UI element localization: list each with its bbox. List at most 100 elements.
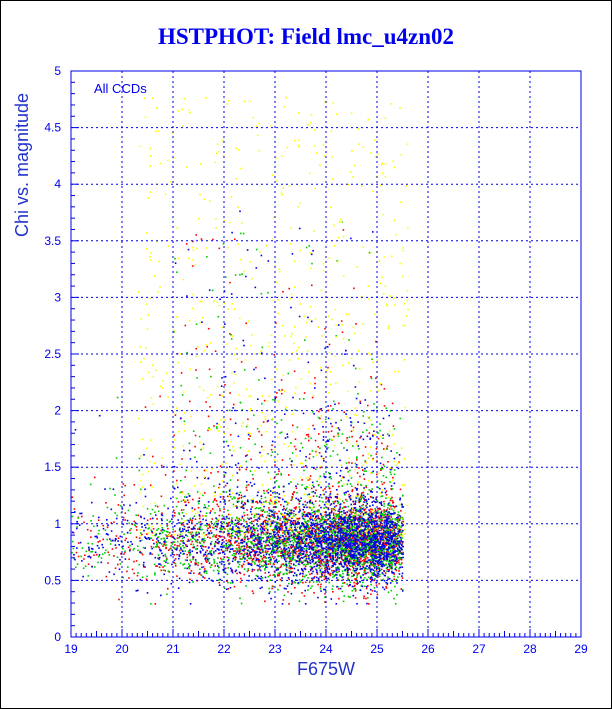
data-point: [239, 546, 241, 548]
data-point: [364, 541, 367, 543]
data-point: [378, 538, 380, 540]
data-point: [217, 552, 220, 555]
data-point: [393, 469, 396, 471]
data-point: [265, 519, 267, 522]
data-point: [257, 569, 259, 571]
data-point: [230, 519, 233, 521]
data-point: [370, 551, 372, 554]
data-point: [396, 594, 398, 596]
data-point: [226, 517, 228, 519]
data-point: [359, 533, 362, 535]
data-point: [293, 507, 296, 509]
data-point: [217, 505, 220, 508]
data-point: [370, 572, 373, 574]
data-point: [339, 574, 341, 577]
data-point: [165, 557, 168, 560]
data-point: [355, 517, 358, 520]
data-point: [380, 469, 382, 471]
data-point: [371, 358, 373, 360]
data-point: [389, 557, 391, 560]
data-point: [312, 522, 314, 524]
data-point: [287, 372, 290, 375]
data-point: [401, 495, 404, 497]
data-point: [227, 522, 230, 524]
data-point: [174, 565, 177, 567]
data-point: [171, 543, 174, 545]
data-point: [355, 561, 357, 564]
data-point: [319, 535, 321, 538]
data-point: [199, 515, 201, 517]
data-point: [317, 527, 320, 529]
data-point: [287, 557, 289, 559]
data-point: [376, 568, 378, 570]
data-point: [174, 558, 177, 560]
data-point: [346, 583, 348, 585]
data-point: [269, 490, 272, 492]
data-point: [298, 506, 301, 508]
data-point: [294, 547, 296, 550]
data-point: [327, 553, 329, 555]
data-point: [331, 588, 334, 590]
data-point: [182, 522, 185, 524]
data-point: [147, 527, 149, 530]
data-point: [259, 559, 261, 562]
data-point: [161, 526, 164, 529]
data-point: [375, 584, 378, 587]
data-point: [220, 527, 222, 529]
data-point: [307, 555, 310, 557]
data-point: [316, 525, 319, 528]
data-point: [340, 557, 343, 560]
data-point: [345, 498, 347, 501]
data-point: [324, 596, 326, 598]
data-point: [90, 536, 92, 538]
data-point: [365, 597, 367, 600]
data-point: [386, 583, 389, 586]
data-point: [343, 525, 346, 527]
data-point: [216, 569, 219, 572]
data-point: [294, 520, 297, 522]
data-point: [326, 561, 329, 564]
data-point: [186, 540, 189, 542]
data-point: [364, 571, 366, 573]
data-point: [325, 577, 327, 580]
data-point: [383, 531, 385, 534]
data-point: [365, 519, 368, 521]
data-point: [261, 509, 263, 512]
data-point: [290, 558, 292, 560]
data-point: [326, 496, 328, 499]
data-point: [253, 569, 255, 571]
data-point: [253, 555, 256, 558]
data-point: [90, 520, 92, 522]
data-point: [281, 527, 283, 529]
data-point: [387, 513, 390, 516]
data-point: [248, 557, 251, 560]
data-point: [364, 562, 366, 565]
data-point: [308, 547, 311, 550]
data-point: [348, 436, 351, 438]
data-point: [395, 544, 398, 546]
data-point: [231, 544, 234, 547]
data-point: [331, 510, 333, 512]
data-point: [347, 505, 349, 508]
data-point: [154, 603, 157, 605]
data-point: [310, 540, 313, 542]
data-point: [375, 448, 378, 450]
data-point: [330, 535, 332, 537]
data-point: [281, 553, 284, 556]
data-point: [333, 519, 336, 522]
data-point: [328, 487, 331, 489]
data-point: [224, 528, 226, 530]
data-point: [343, 447, 345, 449]
data-point: [345, 549, 347, 551]
data-point: [364, 567, 367, 569]
data-point: [337, 538, 339, 540]
data-point: [393, 473, 396, 476]
data-point: [389, 550, 392, 553]
data-point: [234, 238, 236, 241]
data-point: [260, 539, 263, 542]
data-point: [192, 430, 195, 432]
data-point: [335, 567, 337, 569]
data-point: [346, 500, 348, 502]
data-point: [373, 565, 376, 567]
data-point: [252, 520, 255, 523]
